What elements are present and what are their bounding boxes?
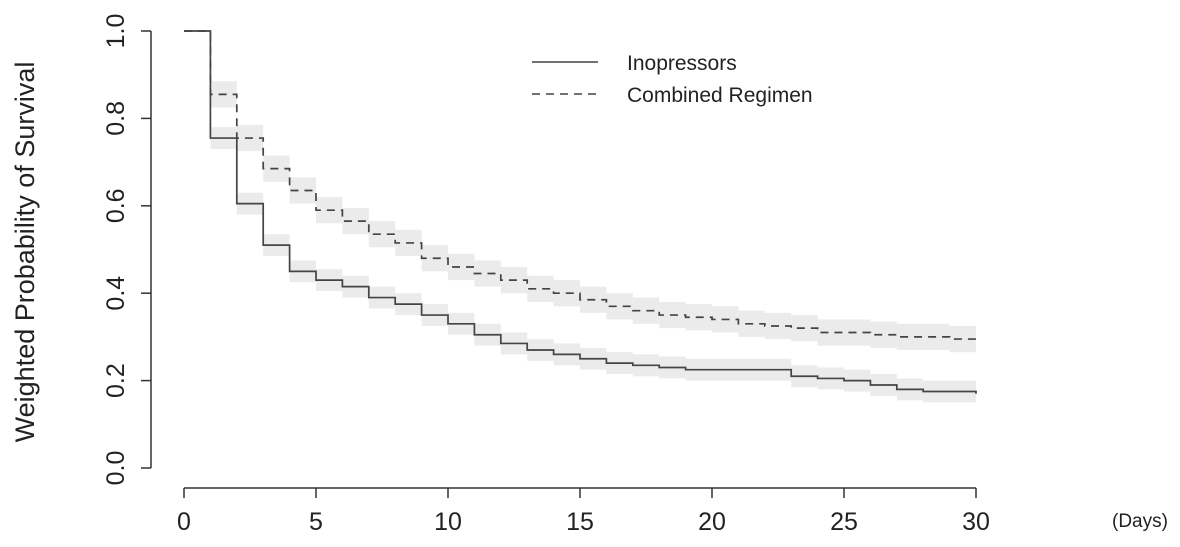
x-tick-label: 15	[566, 508, 594, 536]
series-line-inopressors	[184, 30, 977, 394]
y-tick-label: 0.4	[102, 276, 130, 311]
x-tick-label: 30	[962, 508, 990, 536]
y-tick-label: 0.2	[102, 363, 130, 398]
x-tick-label: 25	[830, 508, 858, 536]
x-tick-label: 20	[698, 508, 726, 536]
x-tick-label: 10	[434, 508, 462, 536]
axes: 0.0 0.2 0.4 0.6 0.8 1.0 0 5 10 15 20 25 30	[102, 14, 990, 536]
series-lines	[184, 30, 977, 394]
x-axis-unit-label: (Days)	[1112, 511, 1168, 532]
legend: Inopressors Combined Regimen	[532, 52, 813, 107]
y-tick-label: 1.0	[102, 14, 130, 49]
series-line-combined-regimen	[184, 30, 977, 342]
x-tick-label: 0	[177, 508, 191, 536]
y-tick-label: 0.8	[102, 101, 130, 136]
y-tick-label: 0.6	[102, 188, 130, 223]
confidence-bands	[210, 81, 976, 403]
legend-label-inopressors: Inopressors	[627, 52, 737, 75]
legend-label-combined-regimen: Combined Regimen	[627, 84, 813, 107]
y-axis-title: Weighted Probability of Survival	[10, 62, 40, 443]
x-tick-label: 5	[309, 508, 323, 536]
y-tick-label: 0.0	[102, 451, 130, 486]
